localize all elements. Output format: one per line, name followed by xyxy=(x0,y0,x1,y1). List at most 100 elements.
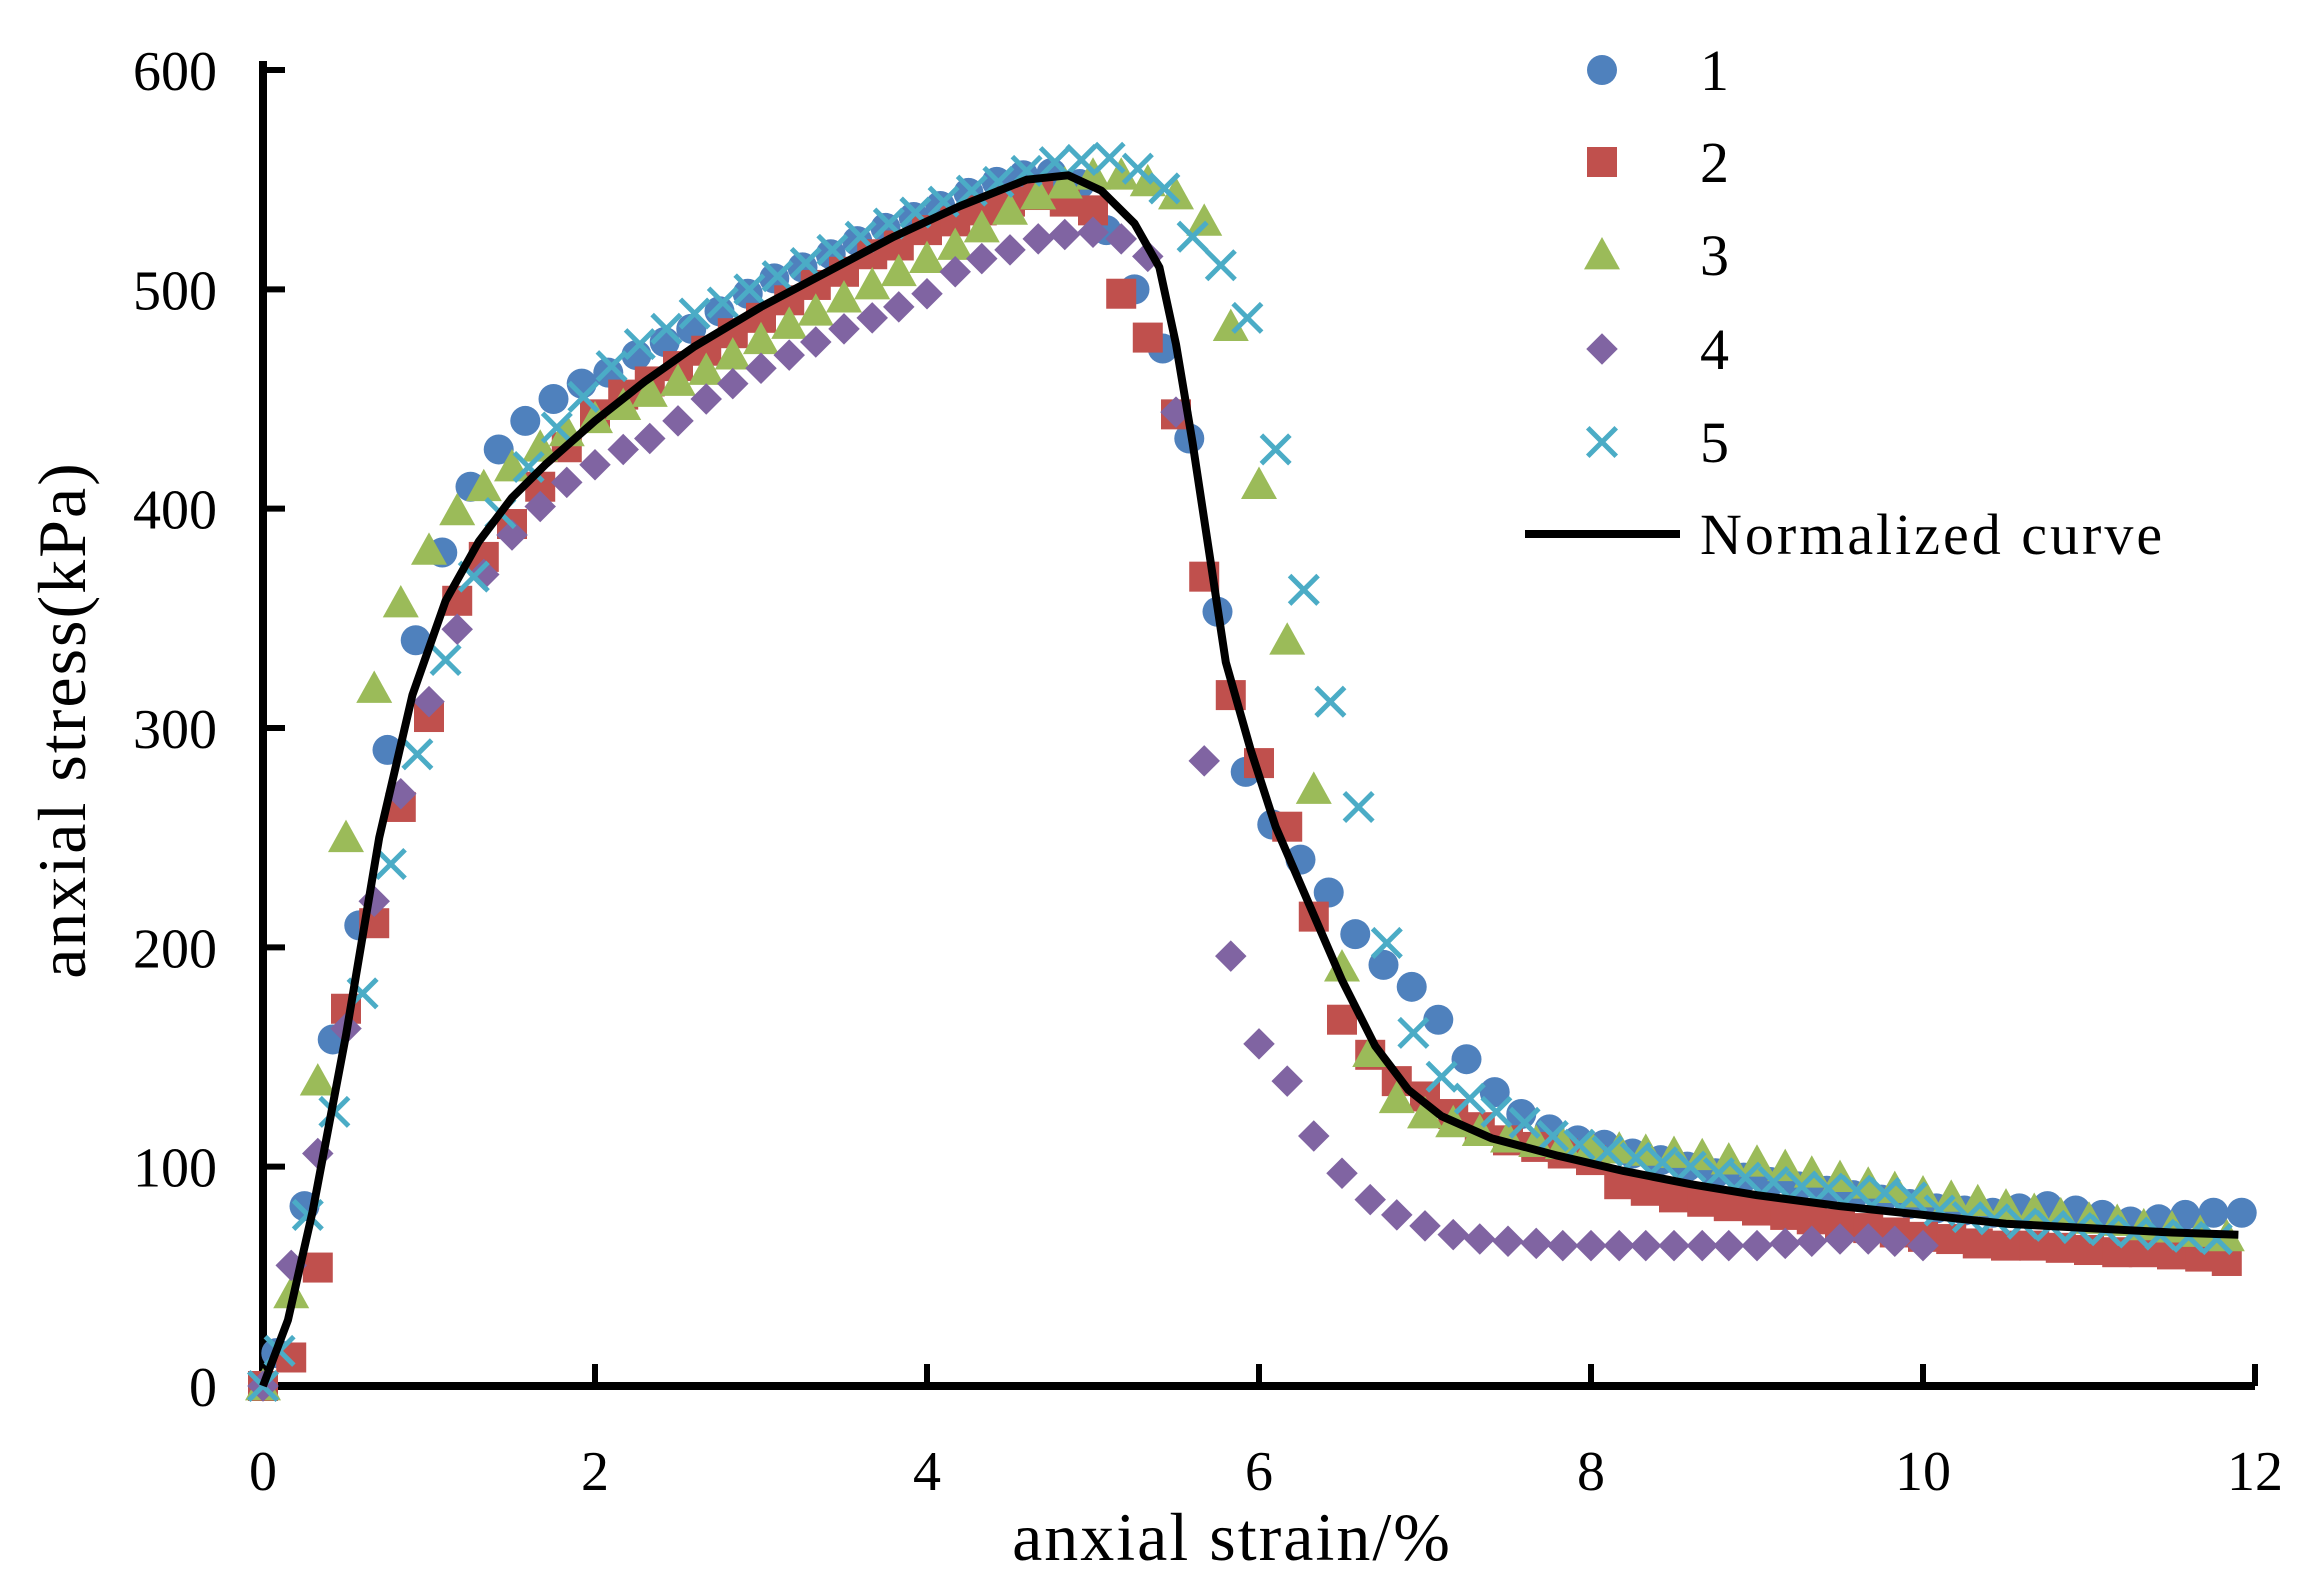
data-point xyxy=(1686,1229,1718,1262)
x-tick-label: 2 xyxy=(581,1441,609,1503)
data-point xyxy=(1879,1225,1911,1257)
data-point xyxy=(1324,949,1360,982)
data-point xyxy=(992,192,1028,225)
data-point xyxy=(1710,1142,1747,1175)
data-point xyxy=(1269,622,1306,655)
data-point xyxy=(356,670,393,703)
data-point xyxy=(1603,1229,1635,1262)
data-point xyxy=(1591,1135,1624,1168)
data-point xyxy=(1425,1060,1458,1093)
data-point xyxy=(1575,1229,1607,1262)
data-point xyxy=(688,352,725,385)
data-point xyxy=(1991,1230,2021,1261)
data-point xyxy=(631,374,668,407)
data-point xyxy=(854,266,891,300)
data-point xyxy=(1769,1227,1801,1260)
data-point xyxy=(939,256,971,288)
x-tick-label: 6 xyxy=(1245,1441,1273,1503)
data-point xyxy=(623,328,656,361)
data-point xyxy=(1770,1199,1801,1230)
data-point xyxy=(1658,1229,1690,1262)
data-point xyxy=(1396,971,1427,1002)
data-point xyxy=(1520,1227,1552,1260)
data-point xyxy=(382,584,419,618)
data-point xyxy=(1962,1228,1993,1259)
data-point xyxy=(650,312,683,345)
data-point xyxy=(1215,940,1247,972)
data-point xyxy=(706,286,739,319)
data-point xyxy=(717,367,749,400)
data-point xyxy=(413,685,445,718)
data-point xyxy=(400,625,431,656)
data-point xyxy=(1674,1150,1707,1183)
data-point xyxy=(579,449,611,481)
data-point xyxy=(551,466,583,499)
data-point xyxy=(797,293,834,326)
data-point xyxy=(496,519,528,551)
legend-item-6: Normalized curve xyxy=(1525,502,2162,567)
data-point xyxy=(2226,1197,2257,1228)
data-point xyxy=(1451,1044,1482,1075)
data-point xyxy=(911,277,943,310)
data-point xyxy=(1713,1229,1745,1262)
data-point xyxy=(1959,1183,1996,1217)
data-point xyxy=(1407,1096,1443,1129)
data-point xyxy=(1741,1229,1773,1262)
legend-label: 5 xyxy=(1700,410,1732,475)
data-point xyxy=(1077,216,1109,249)
normalized-curve-line xyxy=(259,171,2239,1388)
data-point xyxy=(883,291,915,323)
data-point xyxy=(800,326,832,358)
series-6 xyxy=(259,171,2239,1388)
data-point xyxy=(690,383,722,415)
data-point xyxy=(1271,1065,1303,1097)
data-point xyxy=(937,227,974,260)
data-point xyxy=(607,433,639,466)
data-point xyxy=(662,405,694,437)
data-point xyxy=(1409,1210,1441,1242)
data-point xyxy=(567,380,600,413)
data-point xyxy=(789,246,822,280)
data-point xyxy=(302,1252,333,1283)
data-point xyxy=(743,321,779,355)
data-point xyxy=(1907,1229,1939,1262)
plot-area xyxy=(245,141,2257,1403)
data-point xyxy=(1563,1128,1596,1161)
data-point xyxy=(374,847,407,881)
data-point xyxy=(1186,203,1223,236)
data-point xyxy=(816,233,849,266)
data-point xyxy=(1022,223,1054,255)
series-5 xyxy=(246,141,2233,1403)
data-point xyxy=(1729,1161,1762,1194)
data-point xyxy=(1313,877,1344,908)
data-point xyxy=(1453,1082,1486,1115)
data-point xyxy=(1352,1034,1389,1068)
data-point xyxy=(510,405,541,436)
data-point xyxy=(1298,1120,1330,1152)
data-point xyxy=(1423,1004,1454,1035)
data-point xyxy=(1370,926,1403,959)
data-point xyxy=(605,387,642,420)
data-point xyxy=(1397,1016,1430,1049)
data-point xyxy=(439,492,476,526)
data-point xyxy=(429,643,462,677)
data-point xyxy=(1437,1218,1469,1251)
legend: 1 2 3 4 5 Normalized curve xyxy=(1525,38,2162,567)
data-point xyxy=(1840,1174,1873,1207)
x-tick-label: 4 xyxy=(913,1441,941,1503)
data-point xyxy=(660,363,696,396)
data-point xyxy=(1381,1199,1413,1231)
data-point xyxy=(826,280,862,313)
legend-item-5: 5 xyxy=(1585,410,1732,475)
data-point xyxy=(1231,301,1264,334)
data-point xyxy=(1148,172,1181,205)
y-axis-title: anxial stress(kPa) xyxy=(24,461,100,979)
data-point xyxy=(1573,1128,1609,1162)
data-point xyxy=(1619,1141,1652,1174)
data-point xyxy=(411,532,447,565)
y-tick-label: 200 xyxy=(133,918,217,980)
y-tick-label: 100 xyxy=(133,1138,217,1200)
data-point xyxy=(1287,573,1320,606)
x-tick-label: 12 xyxy=(2227,1441,2283,1503)
data-point xyxy=(1767,1148,1804,1182)
